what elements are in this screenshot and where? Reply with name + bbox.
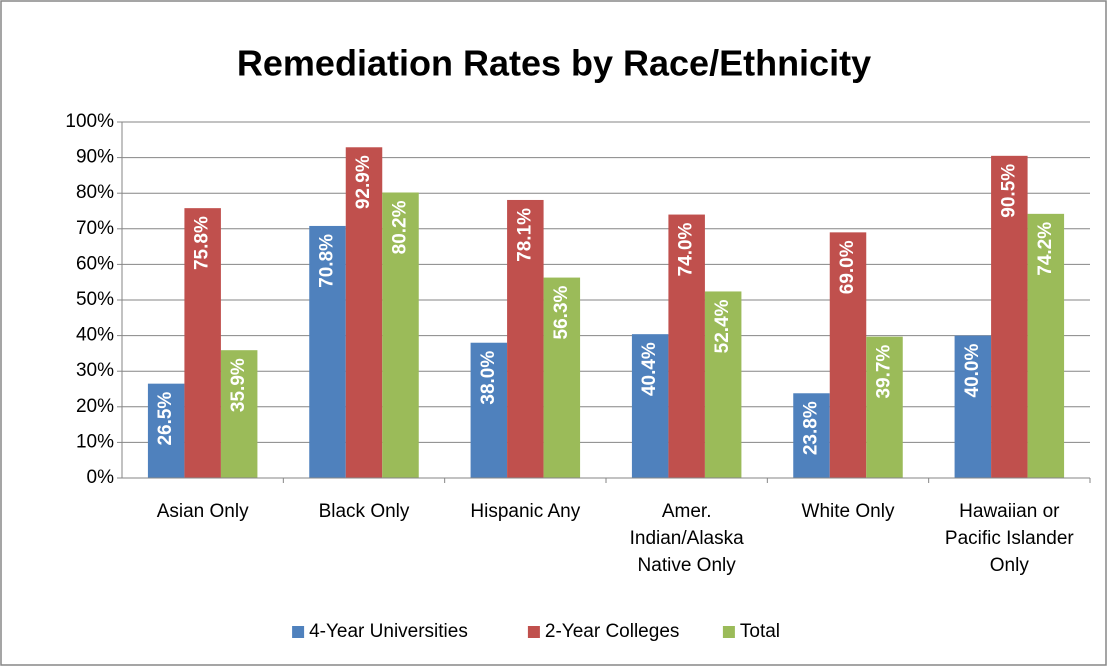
y-tick-label: 100% <box>65 111 114 132</box>
value-label: 26.5% <box>155 392 176 446</box>
bar <box>470 342 508 478</box>
value-label: 38.0% <box>478 351 499 405</box>
y-tick-label: 10% <box>76 431 114 452</box>
bar <box>991 155 1028 478</box>
value-label: 35.9% <box>228 358 249 412</box>
bar <box>220 350 258 478</box>
value-label: 52.4% <box>712 299 733 353</box>
legend-swatch <box>292 626 305 638</box>
value-label: 56.3% <box>551 285 572 339</box>
bar <box>309 225 346 478</box>
x-tick-label: White Only <box>801 501 895 522</box>
legend-label: 4-Year Universities <box>309 621 468 642</box>
bar <box>829 232 867 478</box>
bar <box>793 393 830 478</box>
x-tick-label: Black Only <box>318 501 410 522</box>
legend-label: Total <box>740 621 780 642</box>
bar <box>631 334 669 478</box>
bar <box>954 335 992 478</box>
bar <box>1027 213 1065 478</box>
chart-title: Remediation Rates by Race/Ethnicity <box>237 43 871 84</box>
bar <box>668 214 705 478</box>
bar <box>382 192 419 478</box>
value-label: 78.1% <box>514 208 535 262</box>
value-label: 23.8% <box>801 401 822 455</box>
value-label: 40.0% <box>962 343 983 397</box>
bar <box>704 291 742 478</box>
y-tick-label: 40% <box>76 325 114 346</box>
value-label: 39.7% <box>874 345 895 399</box>
y-tick-label: 70% <box>76 218 114 239</box>
x-tick-label: Asian Only <box>156 501 249 522</box>
y-tick-label: 90% <box>76 147 114 168</box>
x-tick-label: Hawaiian or Pacific Islander Only <box>944 501 1074 576</box>
value-label: 70.8% <box>317 234 338 288</box>
legend-label: 2-Year Colleges <box>545 621 680 642</box>
y-tick-label: 30% <box>76 360 114 381</box>
value-label: 74.2% <box>1035 222 1056 276</box>
x-tick-label: Amer. Indian/Alaska Native Only <box>629 501 744 576</box>
value-label: 40.4% <box>639 342 660 396</box>
bar <box>866 336 903 478</box>
y-tick-label: 50% <box>76 289 114 310</box>
y-tick-label: 0% <box>87 467 115 488</box>
value-label: 80.2% <box>390 200 411 254</box>
bar <box>147 383 185 478</box>
bar <box>345 147 383 478</box>
value-label: 92.9% <box>353 155 374 209</box>
legend-swatch <box>527 626 540 638</box>
value-label: 90.5% <box>998 164 1019 218</box>
bar <box>184 208 221 479</box>
x-tick-label: Hispanic Any <box>470 501 581 522</box>
y-tick-label: 80% <box>76 182 114 203</box>
value-label: 75.8% <box>192 216 213 270</box>
value-label: 74.0% <box>676 222 697 276</box>
value-label: 69.0% <box>837 240 858 294</box>
y-tick-label: 60% <box>76 253 114 274</box>
bar <box>507 199 544 479</box>
legend-swatch <box>722 626 735 638</box>
y-tick-label: 20% <box>76 396 114 417</box>
bar <box>543 277 581 478</box>
